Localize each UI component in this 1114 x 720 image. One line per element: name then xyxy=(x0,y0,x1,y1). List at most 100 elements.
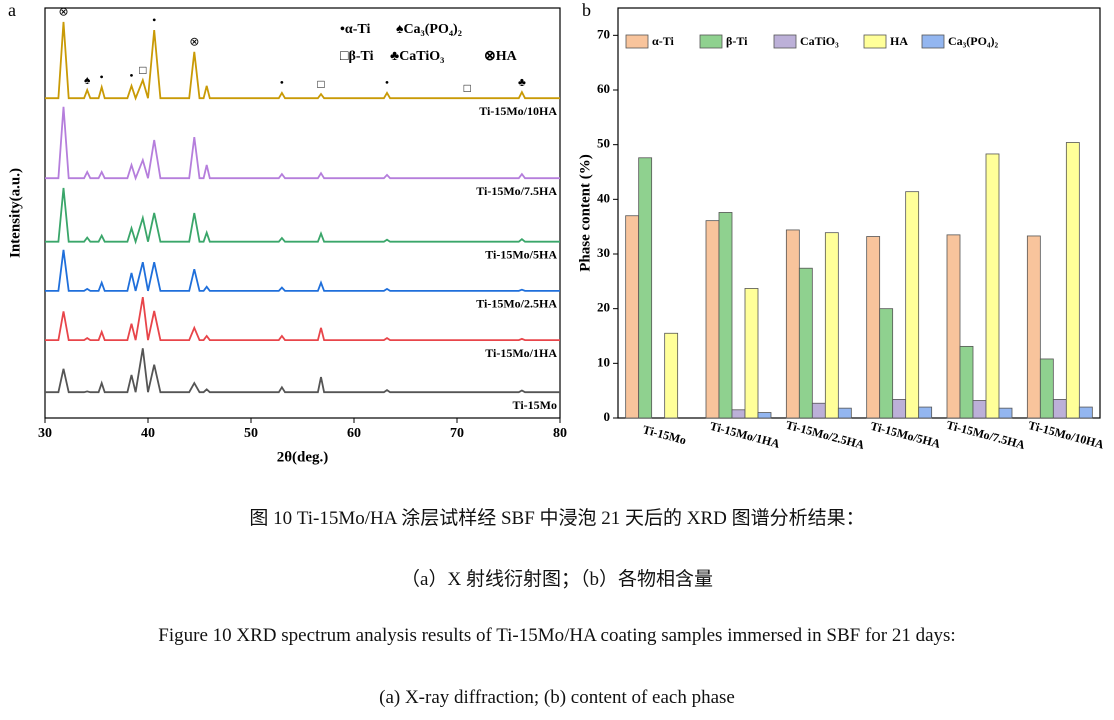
bar xyxy=(811,402,826,419)
y-tick-label: 60 xyxy=(597,81,610,96)
legend-swatch xyxy=(699,34,723,49)
peak-marker: • xyxy=(152,13,156,27)
curve-label: Ti-15Mo/1HA xyxy=(485,346,557,360)
legend-swatch xyxy=(863,34,887,49)
legend-label: β-Ti xyxy=(726,34,748,48)
bar xyxy=(757,412,772,419)
bar xyxy=(664,332,679,419)
bar xyxy=(866,236,881,419)
bar xyxy=(985,153,1000,419)
bar xyxy=(1052,399,1067,419)
peak-marker: • xyxy=(100,70,104,84)
bar xyxy=(718,212,733,419)
peak-marker: • xyxy=(129,69,133,83)
legend-swatch xyxy=(921,34,945,49)
legend-label: Ca₃(PO₄)₂ xyxy=(948,34,999,48)
peak-marker: ⊗ xyxy=(189,35,199,49)
bar xyxy=(1039,358,1054,419)
bar xyxy=(998,407,1013,419)
x-tick-label: Ti-15Mo xyxy=(641,422,688,447)
y-axis-label: Phase content (%) xyxy=(577,154,593,271)
plot-frame xyxy=(617,7,1101,419)
figure-charts: a 30 40 50 60 70 80 2θ(deg.) Intensity(a.u.) Ti-1… xyxy=(7,0,1106,465)
x-tick-label: 30 xyxy=(38,426,52,441)
peak-marker: ♣ xyxy=(518,75,526,89)
bar xyxy=(837,407,852,419)
caption-en-1: Figure 10 XRD spectrum analysis results … xyxy=(158,625,956,646)
curve-label: Ti-15Mo xyxy=(513,398,557,412)
legend-label: α-Ti xyxy=(652,34,674,48)
panel-label: b xyxy=(582,0,591,20)
x-tick-label: 60 xyxy=(347,426,361,441)
xrd-curve xyxy=(45,296,560,341)
bar xyxy=(785,229,800,419)
xrd-curve xyxy=(45,106,560,181)
caption-cn-1: 图 10 Ti-15Mo/HA 涂层试样经 SBF 中浸泡 21 天后的 XRD… xyxy=(249,508,865,529)
legend-swatch xyxy=(773,34,797,49)
legend-swatch xyxy=(625,34,649,49)
marker-legend: □β-Ti xyxy=(340,49,374,64)
bar xyxy=(625,215,640,419)
marker-legend: ⊗HA xyxy=(484,49,518,64)
curve-label: Ti-15Mo/7.5HA xyxy=(476,184,557,198)
plot-frame xyxy=(44,7,561,419)
y-tick-label: 20 xyxy=(597,300,610,315)
bar xyxy=(879,308,894,419)
x-tick-label: Ti-15Mo/5HA xyxy=(869,419,942,451)
peak-marker: ♠ xyxy=(84,73,91,87)
x-tick-label: 80 xyxy=(553,426,567,441)
bar xyxy=(946,234,961,419)
x-tick-label: Ti-15Mo/2.5HA xyxy=(784,418,866,453)
bar xyxy=(918,406,933,419)
caption-en-2: (a) X-ray diffraction; (b) content of ea… xyxy=(379,687,735,708)
x-axis-label: 2θ(deg.) xyxy=(277,449,329,465)
marker-legend: •α-Ti xyxy=(340,22,370,37)
x-tick-label: Ti-15Mo/10HA xyxy=(1027,418,1106,452)
bar xyxy=(824,232,839,419)
xrd-curve xyxy=(45,21,560,101)
marker-legend: ♠Ca₃(PO₄)₂ xyxy=(396,22,462,37)
x-tick-label: 50 xyxy=(244,426,258,441)
curve-label: Ti-15Mo/2.5HA xyxy=(476,297,557,311)
bar xyxy=(1065,142,1080,419)
marker-legend: ♣CaTiO₃ xyxy=(390,49,444,64)
x-tick-label: Ti-15Mo/1HA xyxy=(708,419,781,451)
peak-marker: • xyxy=(385,76,389,90)
legend-label: CaTiO₃ xyxy=(800,34,839,48)
x-tick-label: 40 xyxy=(141,426,155,441)
bar xyxy=(798,267,813,419)
bar xyxy=(972,400,987,419)
y-tick-label: 0 xyxy=(604,409,611,424)
bar xyxy=(731,409,746,419)
peak-marker: ⊗ xyxy=(59,5,69,19)
bar xyxy=(959,345,974,419)
caption-cn-2: （a）X 射线衍射图；（b）各物相含量 xyxy=(401,569,713,590)
xrd-curve xyxy=(45,249,560,292)
peak-marker: • xyxy=(280,76,284,90)
bar xyxy=(892,399,907,419)
bar xyxy=(1026,235,1041,419)
peak-marker: □ xyxy=(139,63,146,77)
peak-marker: □ xyxy=(464,81,471,95)
y-axis-label: Intensity(a.u.) xyxy=(7,168,23,258)
bar xyxy=(905,191,920,419)
x-tick-label: Ti-15Mo/7.5HA xyxy=(945,418,1027,453)
bar xyxy=(705,220,720,419)
panel-label: a xyxy=(8,0,16,20)
y-tick-label: 70 xyxy=(597,26,610,41)
y-tick-label: 50 xyxy=(597,136,610,151)
bar xyxy=(744,288,759,419)
y-tick-label: 10 xyxy=(597,354,610,369)
bar xyxy=(1078,406,1093,419)
y-tick-label: 30 xyxy=(597,245,610,260)
legend-label: HA xyxy=(890,34,908,48)
peak-marker: □ xyxy=(317,77,324,91)
xrd-curve xyxy=(45,348,560,394)
curve-label: Ti-15Mo/10HA xyxy=(479,104,557,118)
y-tick-label: 40 xyxy=(597,190,610,205)
x-tick-label: 70 xyxy=(450,426,464,441)
bar xyxy=(638,157,653,419)
curve-label: Ti-15Mo/5HA xyxy=(485,247,557,261)
xrd-curve xyxy=(45,187,560,245)
